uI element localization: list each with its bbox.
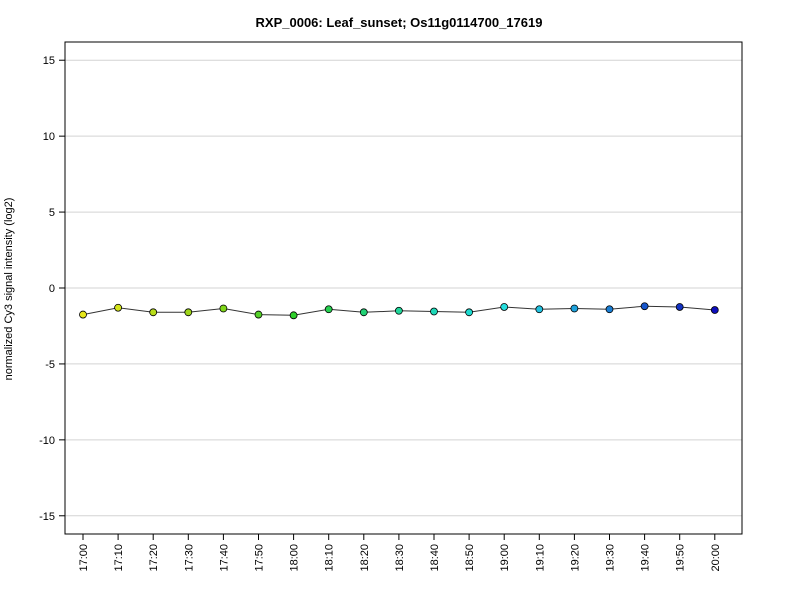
data-point xyxy=(640,302,649,311)
x-tick-label: 17:30 xyxy=(183,544,195,572)
y-axis: -15 -10 -5 0 5 10 15 xyxy=(39,55,65,523)
data-point xyxy=(605,305,614,314)
x-tick-label: 19:20 xyxy=(569,544,581,572)
x-tick-label: 18:50 xyxy=(464,544,476,572)
x-tick-label: 19:30 xyxy=(605,544,617,572)
y-tick-label: -10 xyxy=(39,435,55,447)
data-point xyxy=(184,308,193,317)
x-tick-label: 17:40 xyxy=(218,544,230,572)
x-tick-label: 19:00 xyxy=(499,544,511,572)
data-point xyxy=(219,304,228,313)
x-tick-label: 17:00 xyxy=(78,544,90,572)
data-point xyxy=(430,307,438,316)
x-tick-label: 20:00 xyxy=(710,544,722,572)
y-axis-label: normalized Cy3 signal intensity (log2) xyxy=(3,198,15,381)
data-point xyxy=(79,310,87,319)
data-point xyxy=(570,304,579,313)
x-tick-label: 18:10 xyxy=(324,544,336,572)
y-tick-label: -5 xyxy=(45,359,55,371)
data-point xyxy=(675,303,684,311)
y-tick-label: 0 xyxy=(49,283,55,295)
x-tick-label: 18:30 xyxy=(394,544,406,572)
x-tick-label: 19:40 xyxy=(640,544,652,572)
y-tick-label: 15 xyxy=(43,55,55,67)
x-tick-label: 18:20 xyxy=(359,544,371,572)
data-point xyxy=(114,303,122,312)
data-point xyxy=(465,308,474,317)
grid-lines xyxy=(65,59,742,517)
data-point xyxy=(710,306,719,314)
data-point xyxy=(254,310,263,319)
x-tick-label: 19:10 xyxy=(534,544,546,572)
y-tick-label: 10 xyxy=(43,131,55,143)
x-tick-label: 17:20 xyxy=(148,544,160,572)
series xyxy=(79,302,719,320)
data-point xyxy=(535,305,544,314)
x-tick-label: 18:00 xyxy=(289,544,301,572)
plot-frame xyxy=(64,41,743,535)
x-tick-label: 17:50 xyxy=(254,544,266,572)
x-axis: 17:00 17:10 17:20 17:30 17:40 17:50 18:00 18:10… xyxy=(78,534,722,572)
data-point xyxy=(359,308,368,317)
x-tick-label: 19:50 xyxy=(675,544,687,572)
chart-title: RXP_0006: Leaf_sunset; Os11g0114700_1761… xyxy=(256,15,543,30)
data-point xyxy=(500,303,509,311)
x-tick-label: 18:40 xyxy=(429,544,441,572)
y-tick-label: -15 xyxy=(39,511,55,523)
data-point xyxy=(394,306,403,315)
data-point xyxy=(149,308,158,317)
y-tick-label: 5 xyxy=(49,207,55,219)
x-tick-label: 17:10 xyxy=(113,544,125,572)
data-point xyxy=(324,305,333,314)
data-point xyxy=(289,311,298,320)
